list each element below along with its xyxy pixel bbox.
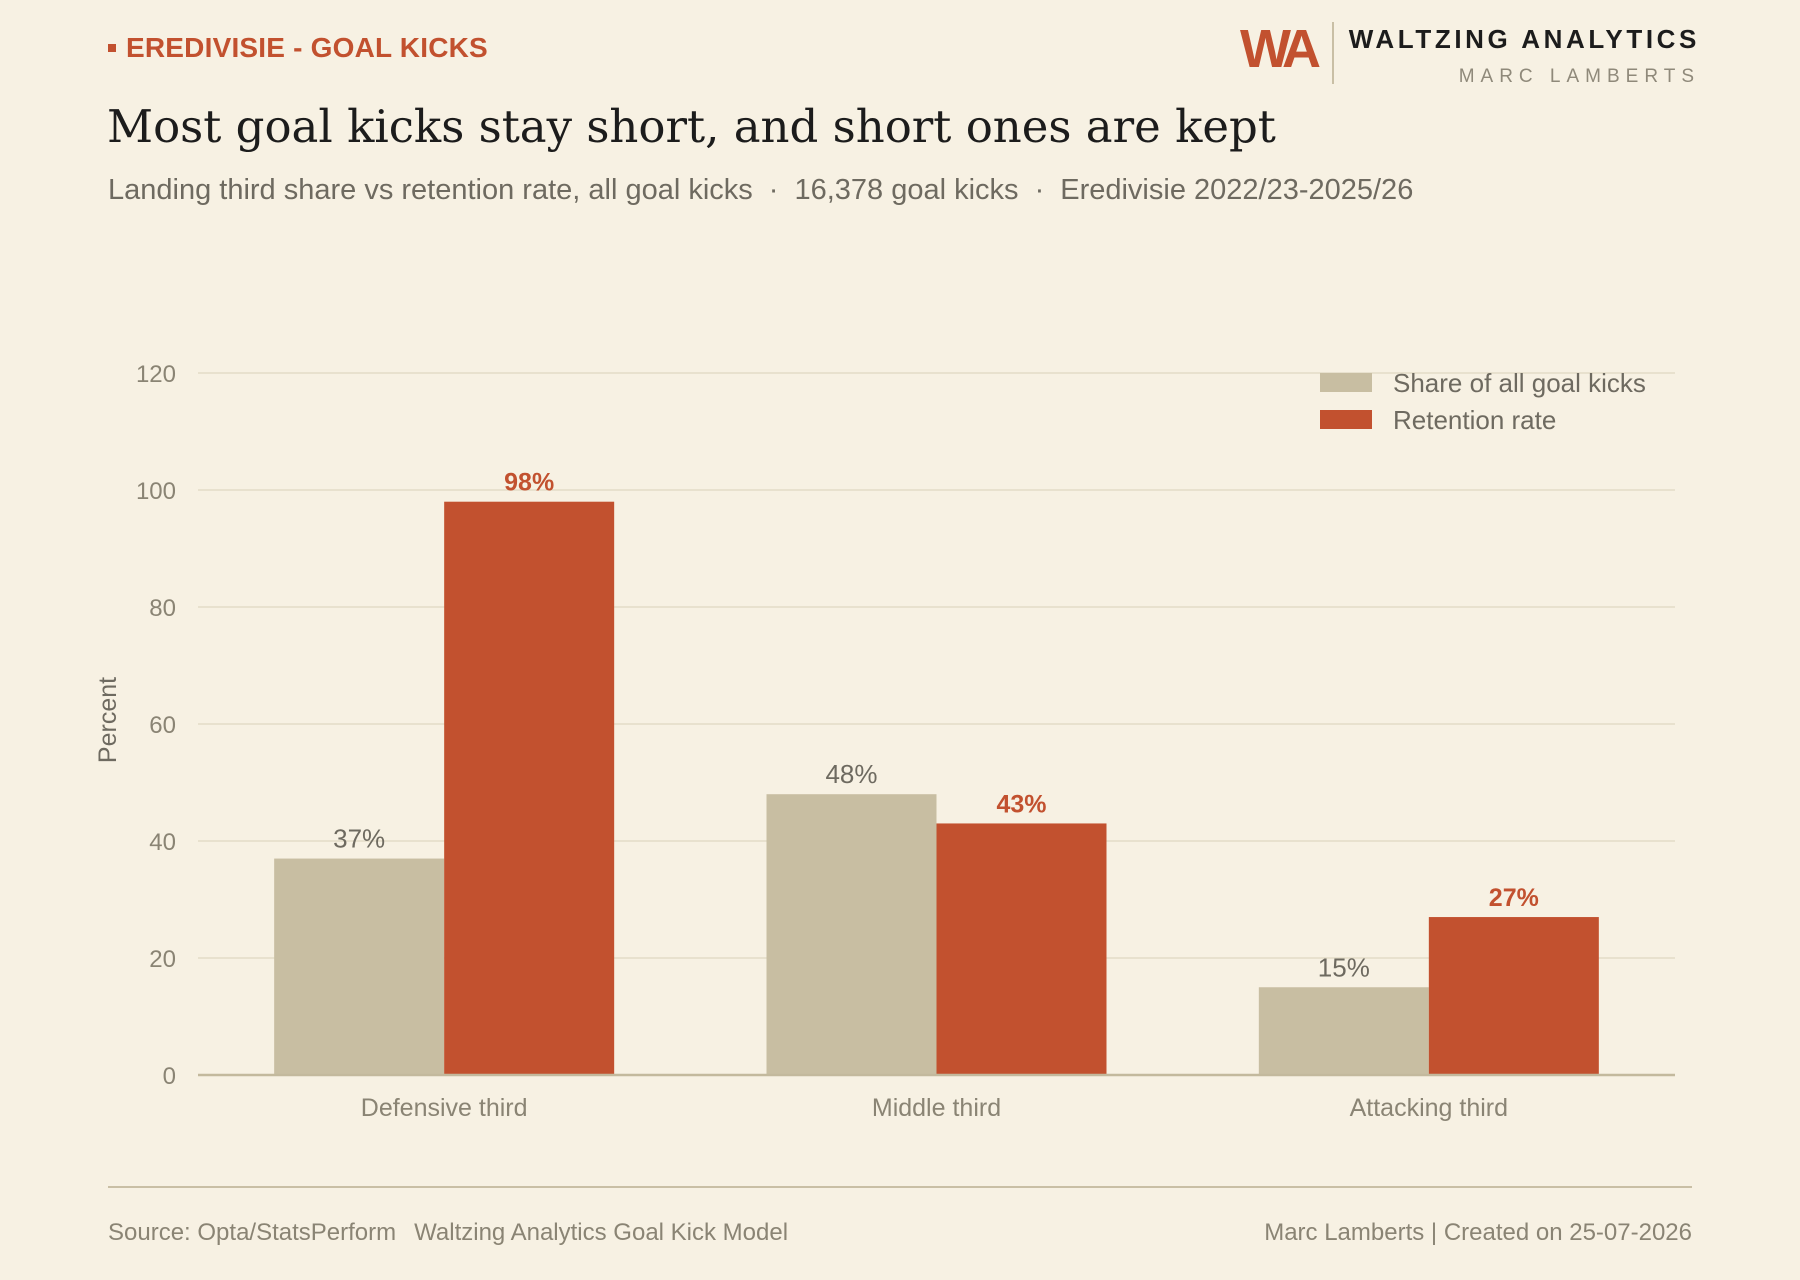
bar-share	[274, 858, 445, 1075]
x-tick-label: Middle third	[872, 1094, 1001, 1122]
x-tick-label: Defensive third	[361, 1094, 528, 1122]
y-tick-label: 60	[149, 712, 176, 739]
legend-swatch	[1320, 410, 1372, 429]
model-text: Waltzing Analytics Goal Kick Model	[414, 1219, 789, 1246]
legend-label: Share of all goal kicks	[1393, 368, 1646, 398]
data-label-retention: 27%	[1489, 884, 1539, 912]
data-label-share: 37%	[333, 824, 385, 854]
kicker-square-icon	[108, 44, 116, 52]
data-label-share: 15%	[1318, 952, 1370, 982]
x-tick-label: Attacking third	[1350, 1094, 1508, 1122]
y-tick-label: 0	[163, 1063, 176, 1090]
data-label-share: 48%	[825, 759, 877, 789]
chart-subtitle: Landing third share vs retention rate, a…	[108, 174, 1413, 207]
chart-title: Most goal kicks stay short, and short on…	[107, 100, 1276, 153]
subtitle-separator: ·	[1034, 174, 1045, 206]
subtitle-sample-size: 16,378 goal kicks	[794, 174, 1019, 206]
subtitle-competition: Eredivisie 2022/23-2025/26	[1060, 174, 1414, 206]
kicker-text: EREDIVISIE - GOAL KICKS	[126, 32, 488, 63]
subtitle-separator: ·	[768, 174, 779, 206]
y-tick-label: 120	[136, 361, 176, 388]
brand-logo: WA WALTZING ANALYTICS MARC LAMBERTS	[1238, 14, 1708, 87]
source-text: Source: Opta/StatsPerform	[108, 1219, 397, 1246]
y-tick-label: 80	[149, 595, 176, 622]
data-label-retention: 43%	[996, 790, 1046, 818]
bar-share	[766, 794, 937, 1075]
y-axis-label: Percent	[94, 677, 122, 763]
subtitle-description: Landing third share vs retention rate, a…	[108, 174, 753, 206]
brand-name: WALTZING ANALYTICS	[1348, 24, 1700, 54]
y-tick-label: 40	[149, 829, 176, 856]
footer-credit: Marc Lamberts | Created on 25-07-2026	[1264, 1219, 1692, 1246]
bar-share	[1258, 987, 1429, 1075]
brand-author: MARC LAMBERTS	[1458, 66, 1700, 87]
legend-swatch	[1320, 373, 1372, 392]
legend-label: Retention rate	[1393, 405, 1556, 435]
y-tick-label: 20	[149, 946, 176, 973]
kicker: EREDIVISIE - GOAL KICKS	[108, 32, 488, 64]
bar-retention	[1428, 917, 1599, 1075]
bar-retention	[936, 823, 1107, 1075]
bar-retention	[444, 501, 615, 1075]
data-label-retention: 98%	[504, 469, 554, 497]
footer-source: Source: Opta/StatsPerform Waltzing Analyt…	[108, 1219, 788, 1247]
footer-divider	[108, 1186, 1692, 1188]
brand-divider	[1332, 22, 1334, 84]
y-tick-label: 100	[136, 478, 176, 505]
brand-mark: WA	[1240, 19, 1321, 79]
